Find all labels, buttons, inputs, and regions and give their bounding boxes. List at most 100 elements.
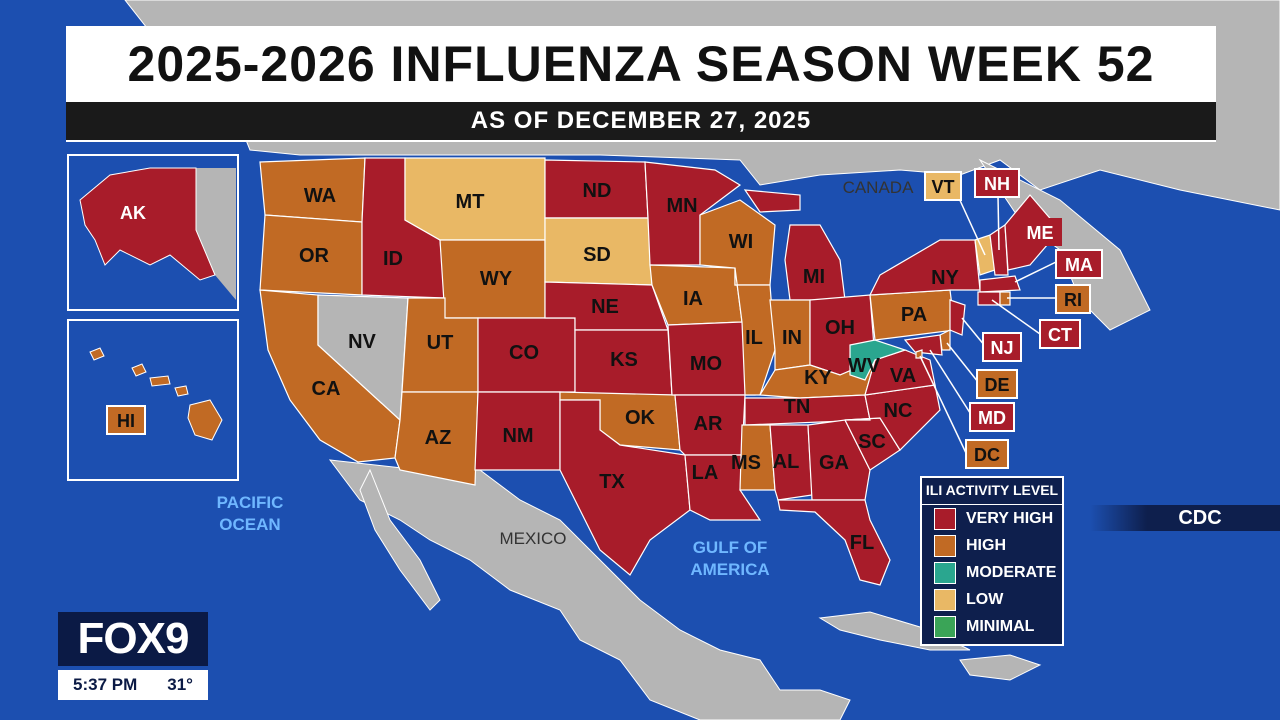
time-display: 5:37 PM [73,675,138,694]
hawaii-inset [67,319,239,481]
label-fl: FL [850,532,874,554]
label-il: IL [745,327,763,349]
source-label: CDC [1178,506,1222,529]
label-al: AL [773,451,800,473]
label-oh: OH [825,317,855,339]
label-md: MD [978,408,1006,428]
label-ms: MS [731,452,761,474]
callout-hi [106,405,146,435]
label-nj: NJ [990,338,1013,358]
label-ma: MA [1065,255,1093,275]
gulf-label-2: AMERICA [690,560,769,579]
state-hi [89,347,223,441]
label-tn: TN [784,396,811,418]
state-md [903,334,943,356]
legend-label: MINIMAL [966,617,1035,635]
callout-nh [974,168,1020,198]
callout-ri [1055,284,1091,314]
label-ga: GA [819,452,849,474]
states-layer [259,157,1061,586]
label-nd: ND [583,180,612,202]
callout-ct [1039,319,1081,349]
callout-md [969,402,1015,432]
state-tx [559,399,691,576]
callout-vt [924,171,962,201]
legend-swatch [934,507,956,530]
callout-dc [965,439,1009,469]
legend-swatch [934,588,956,611]
legend-item-high: HIGH [922,532,1062,559]
state-ri [999,291,1011,306]
state-il [734,267,776,396]
label-ny: NY [931,267,959,289]
label-az: AZ [425,427,452,449]
callout-de [976,369,1018,399]
label-wv: WV [848,355,881,377]
label-ak: AK [120,203,146,223]
label-wi: WI [729,231,753,253]
label-mo: MO [690,353,722,375]
label-ne: NE [591,296,619,318]
state-labels: WA OR CA NV ID MT WY UT AZ CO NM ND SD N… [299,180,960,554]
state-fl [777,499,891,586]
state-nj [949,299,966,336]
label-ri: RI [1064,290,1082,310]
legend-item-moderate: MODERATE [922,559,1062,586]
label-nv: NV [348,331,376,353]
legend-label: HIGH [966,536,1006,554]
label-vt: VT [931,177,954,197]
state-callouts: AK HI VT NH ME MA RI CT NJ DE MD DC [106,168,1103,469]
callout-me [1018,218,1062,246]
mexico-label: MEXICO [499,529,566,548]
label-or: OR [299,245,330,267]
label-mi: MI [803,266,825,288]
label-nm: NM [502,425,533,447]
legend-title: ILI ACTIVITY LEVEL [922,478,1062,505]
callout-nj [982,332,1022,362]
pacific-label-1: PACIFIC [217,493,284,512]
canada-label: CANADA [843,178,915,197]
legend-label: LOW [966,590,1004,608]
legend-swatch [934,615,956,638]
leader-lines [919,195,1057,454]
legend-label: MODERATE [966,563,1057,581]
label-ut: UT [427,332,454,354]
label-ca: CA [312,378,341,400]
label-de: DE [984,375,1009,395]
pacific-label-2: OCEAN [219,515,280,534]
temperature-display: 31° [167,675,193,694]
label-id: ID [383,248,403,270]
label-ct: CT [1048,325,1072,345]
label-sd: SD [583,244,611,266]
title-bar: 2025-2026 INFLUENZA SEASON WEEK 52 [66,26,1216,102]
label-pa: PA [901,304,927,326]
state-al [769,424,813,501]
label-mn: MN [666,195,697,217]
label-ia: IA [683,288,703,310]
label-nc: NC [884,400,913,422]
label-sc: SC [858,431,886,453]
source-badge: CDC [1090,505,1280,531]
label-ks: KS [610,349,638,371]
label-mt: MT [456,191,485,213]
label-me: ME [1027,223,1054,243]
subtitle-bar: AS OF DECEMBER 27, 2025 [66,102,1216,142]
label-va: VA [890,365,916,387]
legend-swatch [934,561,956,584]
label-la: LA [692,462,719,484]
label-ok: OK [625,407,656,429]
station-info-bar: 5:37 PM 31° [58,670,208,700]
label-wy: WY [480,268,513,290]
legend-swatch [934,534,956,557]
label-ar: AR [694,413,723,435]
legend: ILI ACTIVITY LEVEL VERY HIGH HIGH MODERA… [920,476,1064,646]
label-hi: HI [117,411,135,431]
state-ma [979,275,1021,293]
gulf-label-1: GULF OF [693,538,768,557]
callout-ma [1055,249,1103,279]
region-labels: CANADA MEXICO PACIFIC OCEAN GULF OF AMER… [217,178,914,579]
label-in: IN [782,327,802,349]
label-dc: DC [974,445,1000,465]
legend-label: VERY HIGH [966,509,1054,527]
